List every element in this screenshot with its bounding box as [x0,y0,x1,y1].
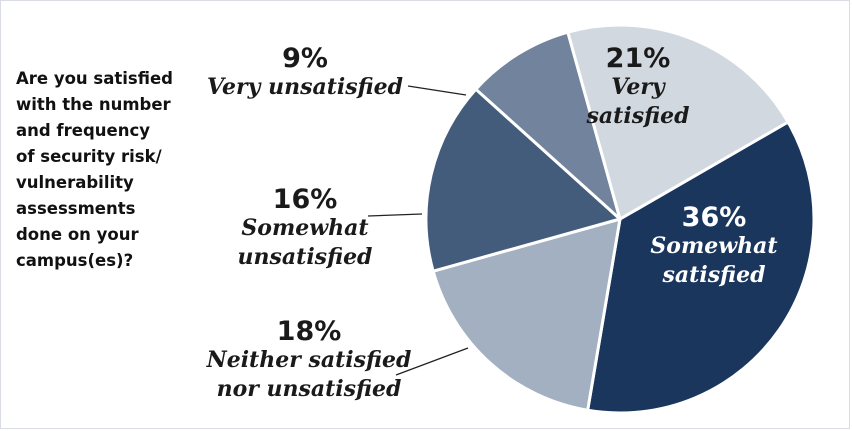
pie-slice-neither-satisfied-nor-unsatisfied [431,217,622,412]
leader-line-very-unsatisfied [407,85,467,96]
pie-pct-label-neither-satisfied-nor-unsatisfied: 18% [277,316,342,347]
pie-pct-label-very-satisfied: 21% [606,43,671,74]
pie-category-label-somewhat-satisfied-line-1: Somewhat [650,233,777,259]
pie-category-label-very-satisfied-line-2: satisfied [586,103,690,129]
pie-category-label-somewhat-satisfied-line-2: satisfied [662,262,766,288]
pie-category-label-very-unsatisfied-line-1: Very unsatisfied [207,74,403,100]
pie-pct-label-very-unsatisfied: 9% [282,43,328,74]
pie-pct-label-somewhat-unsatisfied: 16% [273,184,338,215]
pie-slice-very-unsatisfied [474,30,622,221]
pie-slice-somewhat-satisfied [586,120,816,415]
leader-line-somewhat-unsatisfied [367,213,423,217]
chart-question: Are you satisfied with the number and fr… [16,69,173,270]
pie-category-label-very-satisfied-line-1: Very [611,74,667,100]
pie-slice-somewhat-unsatisfied [424,87,622,273]
pie-pct-label-somewhat-satisfied: 36% [682,202,747,233]
pie-category-label-neither-satisfied-nor-unsatisfied-line-2: nor unsatisfied [217,376,402,402]
leader-line-neither-satisfied-nor-unsatisfied [395,347,469,376]
pie-category-label-neither-satisfied-nor-unsatisfied-line-1: Neither satisfied [206,347,412,373]
pie-category-label-somewhat-unsatisfied-line-1: Somewhat [241,215,368,241]
pie-slice-very-satisfied [566,23,790,221]
pie-category-label-somewhat-unsatisfied-line-2: unsatisfied [238,244,373,270]
